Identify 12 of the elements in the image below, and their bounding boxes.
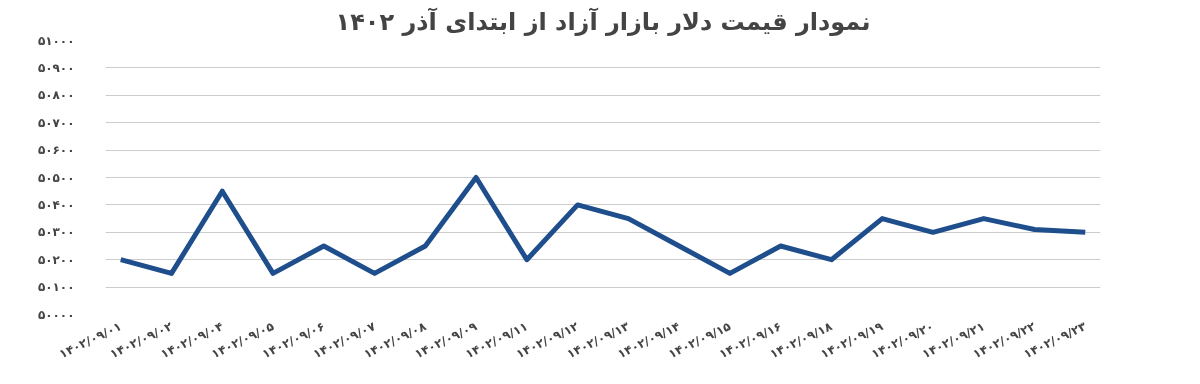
y-tick-label: ۵۰۲۰۰ [37,252,75,267]
y-tick-label: ۵۰۸۰۰ [37,88,75,103]
y-tick-label: ۵۰۱۰۰ [37,280,75,295]
y-tick-label: ۵۰۹۰۰ [37,60,75,75]
y-tick-label: ۵۰۶۰۰ [37,143,75,158]
y-tick-label: ۵۰۴۰۰ [37,197,75,212]
y-tick-label: ۵۰۵۰۰ [37,170,75,185]
y-tick-label: ۵۰۰۰۰ [37,307,75,322]
chart-title: نمودار قیمت دلار بازار آزاد از ابتدای آذر ۱۴۰۲ [335,6,871,36]
y-tick-label: ۵۰۷۰۰ [37,115,75,130]
y-tick-label: ۵۱۰۰۰ [37,33,75,48]
y-tick-label: ۵۰۳۰۰ [37,225,75,240]
